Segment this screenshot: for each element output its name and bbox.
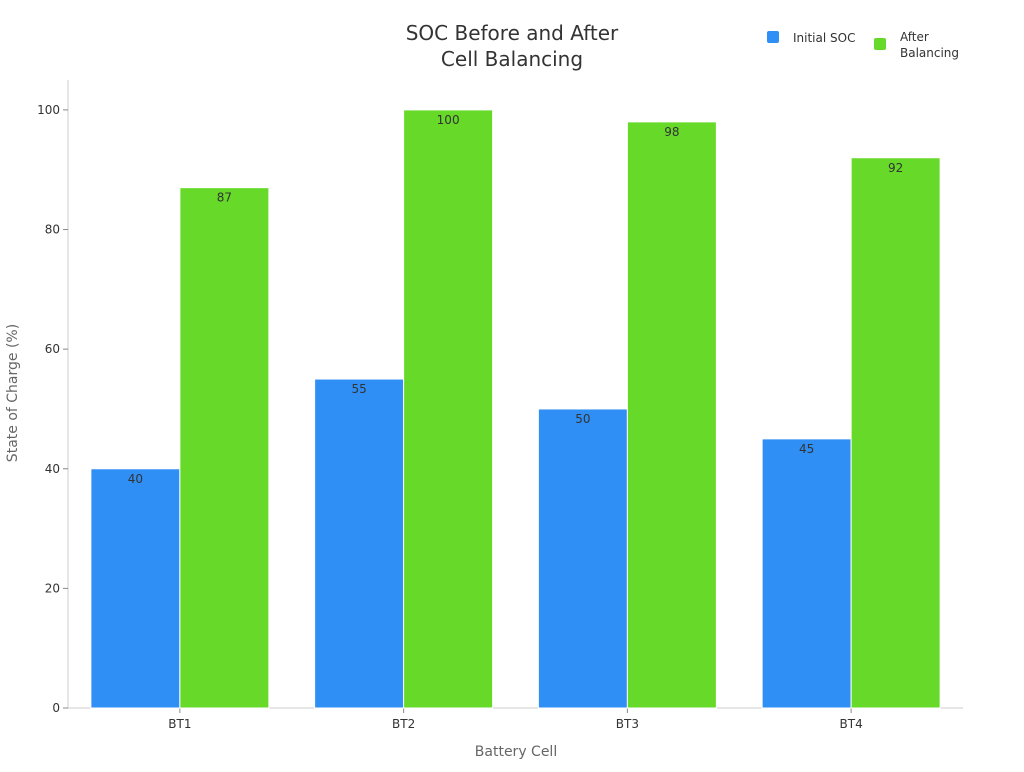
x-tick-label: BT4: [840, 717, 863, 731]
bar-value-label: 87: [217, 191, 232, 205]
x-tick-label: BT3: [616, 717, 639, 731]
bar-value-label: 50: [575, 412, 590, 426]
y-tick-label: 80: [45, 223, 60, 237]
y-axis-title: State of Charge (%): [5, 324, 21, 462]
x-tick-label: BT1: [168, 717, 191, 731]
legend: Initial SOC After Balancing: [767, 30, 959, 60]
y-tick-label: 100: [37, 103, 60, 117]
y-tick-label: 40: [45, 462, 60, 476]
y-tick-label: 20: [45, 581, 60, 595]
bar: [850, 157, 941, 709]
chart-title-line-1: SOC Before and After: [406, 21, 619, 45]
bar-value-label: 55: [351, 382, 366, 396]
legend-label-after-balancing-line-2: Balancing: [900, 46, 959, 60]
bar-value-label: 92: [888, 161, 903, 175]
x-tick-label: BT2: [392, 717, 415, 731]
legend-swatch-initial-soc: [767, 31, 779, 43]
bar: [179, 187, 270, 709]
bar: [626, 121, 717, 709]
bar: [761, 438, 852, 709]
legend-label-initial-soc: Initial SOC: [793, 31, 855, 45]
bar: [314, 378, 405, 709]
bar: [403, 109, 494, 709]
bars: [90, 109, 941, 709]
chart-title: SOC Before and After Cell Balancing: [406, 21, 619, 71]
legend-label-after-balancing-line-1: After: [900, 30, 929, 44]
y-tick-label: 60: [45, 342, 60, 356]
bar: [537, 408, 628, 709]
data-labels: 40 87 55 100 50 98 45 92: [128, 113, 904, 486]
bar: [90, 468, 181, 709]
bar-value-label: 100: [437, 113, 460, 127]
bar-value-label: 98: [664, 125, 679, 139]
bar-value-label: 45: [799, 442, 814, 456]
bar-value-label: 40: [128, 472, 143, 486]
y-tick-label: 0: [52, 701, 60, 715]
chart-title-line-2: Cell Balancing: [441, 47, 583, 71]
legend-swatch-after-balancing: [874, 38, 886, 50]
x-axis-title: Battery Cell: [475, 744, 557, 760]
